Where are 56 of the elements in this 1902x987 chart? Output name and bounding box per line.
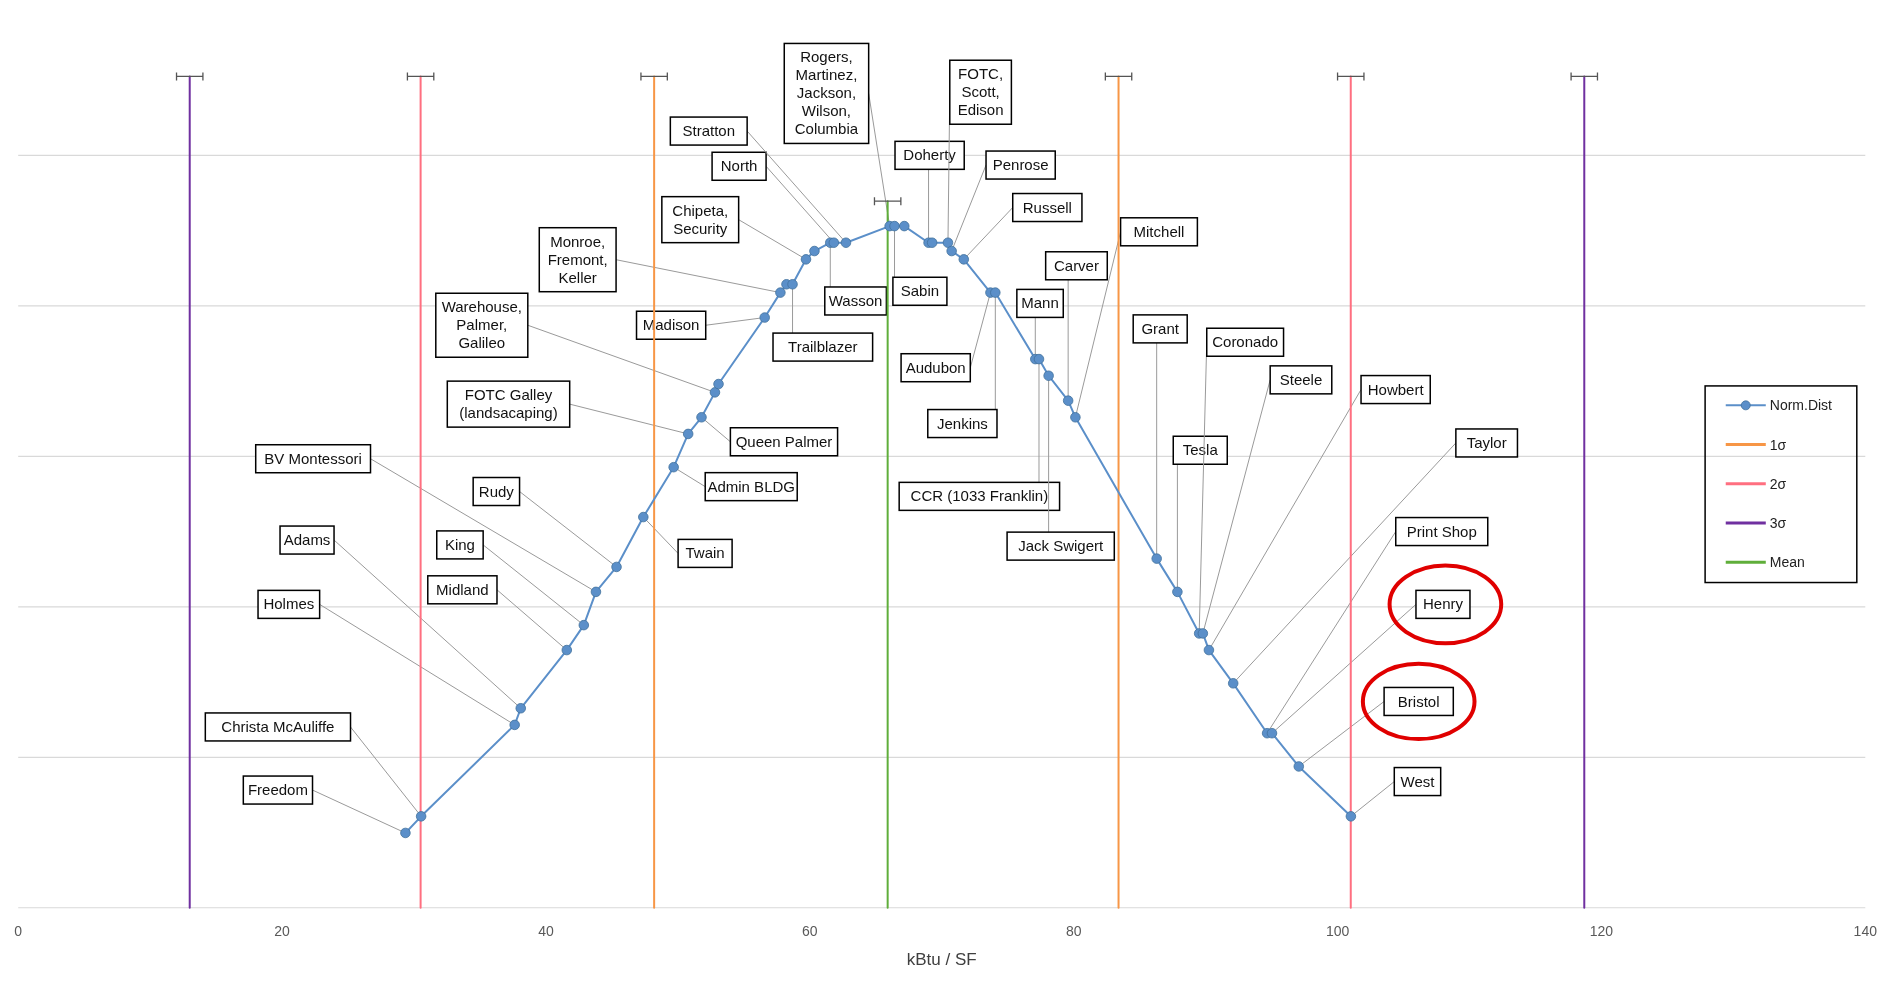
annotation: Penrose	[992, 156, 1049, 174]
annotation: Rudy	[478, 482, 515, 500]
annotation: Chipeta, Security	[672, 201, 729, 237]
x-tick-label: 80	[1065, 922, 1082, 939]
annotation: Carver	[1053, 256, 1099, 274]
annotation: Howbert	[1367, 380, 1425, 398]
annotation: BV Montessori	[264, 449, 362, 467]
annotation: Queen Palmer	[735, 432, 833, 450]
x-tick-label: 60	[802, 922, 818, 939]
annotation: FOTC, Scott, Edison	[957, 65, 1004, 119]
legend-label: 1σ	[1769, 436, 1787, 453]
annotation: FOTC Galley (landsacaping)	[459, 386, 558, 422]
x-axis-title: kBtu / SF	[906, 949, 977, 969]
annotation: Mitchell	[1133, 222, 1185, 240]
annotation: Doherty	[903, 146, 957, 164]
annotation: Wasson	[828, 292, 883, 310]
annotation: CCR (1033 Franklin)	[910, 487, 1049, 505]
legend-label: 2σ	[1769, 475, 1787, 492]
annotation: Steele	[1279, 370, 1323, 388]
annotation: Grant	[1141, 319, 1180, 337]
x-tick-label: 100	[1325, 922, 1350, 939]
annotation: Rogers, Martinez, Jackson, Wilson, Columbia	[794, 48, 859, 138]
annotation: Holmes	[263, 595, 315, 613]
annotation: Christa McAuliffe	[221, 717, 335, 735]
legend-label: 3σ	[1769, 514, 1787, 531]
x-tick-label: 40	[538, 922, 554, 939]
annotation: Russell	[1022, 198, 1072, 216]
annotation: Midland	[436, 580, 489, 598]
annotation: West	[1400, 772, 1436, 790]
annotation: North	[720, 157, 758, 175]
annotation: Freedom	[247, 781, 308, 799]
annotation: Warehouse, Palmer, Galileo	[441, 298, 522, 352]
legend-label: Norm.Dist	[1769, 397, 1833, 414]
annotation: Trailblazer	[788, 338, 858, 356]
legend-label: Mean	[1769, 554, 1805, 571]
annotation: Print Shop	[1406, 522, 1477, 540]
x-tick-label: 0	[14, 922, 23, 939]
x-tick-label: 20	[274, 922, 291, 939]
annotation: Monroe, Fremont, Keller	[547, 232, 608, 286]
annotation: Sabin	[900, 282, 940, 300]
annotation: Taylor	[1466, 434, 1507, 451]
annotation: Audubon	[905, 358, 966, 376]
annotation: Admin BLDG	[707, 477, 795, 495]
annotation: Tesla	[1182, 441, 1219, 459]
annotation: Bristol	[1397, 692, 1440, 710]
annotation: King	[444, 535, 475, 553]
annotation: Stratton	[682, 122, 736, 140]
x-tick-label: 140	[1853, 922, 1878, 939]
x-tick-label: 120	[1589, 922, 1614, 939]
annotation: Henry	[1422, 595, 1464, 613]
annotation: Jack Swigert	[1018, 537, 1105, 555]
annotation: Mann	[1021, 294, 1059, 312]
annotation: Jenkins	[936, 414, 988, 432]
annotation: Coronado	[1212, 333, 1279, 351]
annotation: Adams	[283, 531, 331, 549]
annotation: Twain	[685, 544, 725, 562]
